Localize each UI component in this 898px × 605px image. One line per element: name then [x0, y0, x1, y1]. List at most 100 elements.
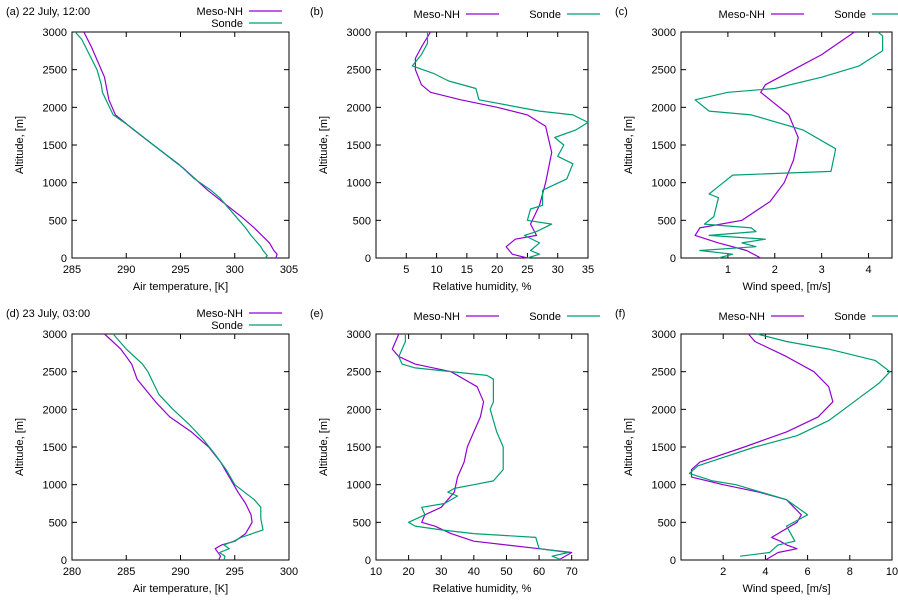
series-line-meso-nh — [83, 31, 278, 259]
x-tick-label: 50 — [500, 566, 512, 578]
plot-frame — [680, 31, 893, 259]
y-tick-label: 2000 — [43, 404, 67, 416]
x-tick-label: 285 — [63, 264, 81, 276]
panel-b — [375, 13, 600, 259]
y-tick-label: 0 — [365, 555, 371, 567]
y-axis-label: Altitude, [m] — [623, 418, 635, 476]
x-tick-label: 35 — [582, 264, 594, 276]
y-tick-label: 500 — [658, 517, 676, 529]
x-tick-label: 60 — [533, 566, 545, 578]
x-axis-label: Air temperature, [K] — [133, 281, 228, 293]
plot-frame — [71, 31, 290, 259]
x-tick-label: 290 — [117, 264, 135, 276]
series-line-meso-nh — [414, 31, 553, 259]
y-tick-label: 500 — [353, 517, 371, 529]
y-tick-label: 500 — [49, 215, 67, 227]
y-tick-label: 1500 — [43, 442, 67, 454]
y-tick-label: 1000 — [347, 178, 371, 190]
x-tick-label: 15 — [461, 264, 473, 276]
panel-label: (f) — [615, 308, 625, 320]
x-tick-label: 1 — [725, 264, 731, 276]
legend-label: Sonde — [834, 9, 866, 21]
y-axis-label: Altitude, [m] — [14, 116, 26, 174]
y-tick-label: 0 — [670, 555, 676, 567]
legend-label: Sonde — [529, 9, 561, 21]
y-axis-label: Altitude, [m] — [318, 418, 330, 476]
y-tick-label: 2500 — [652, 367, 676, 379]
x-tick-label: 20 — [402, 566, 414, 578]
y-tick-label: 1000 — [652, 178, 676, 190]
series-line-meso-nh — [690, 333, 834, 561]
y-tick-label: 1500 — [652, 140, 676, 152]
x-tick-label: 3 — [819, 264, 825, 276]
panel-label: (a) 22 July, 12:00 — [6, 6, 90, 18]
x-tick-label: 290 — [171, 566, 189, 578]
y-tick-label: 3000 — [652, 27, 676, 39]
y-tick-label: 2500 — [652, 65, 676, 77]
panel-f — [680, 315, 898, 561]
legend-label: Meso-NH — [719, 311, 766, 323]
y-tick-label: 500 — [49, 517, 67, 529]
x-tick-label: 70 — [566, 566, 578, 578]
panel-label: (e) — [310, 308, 323, 320]
x-tick-label: 8 — [847, 566, 853, 578]
y-tick-label: 2500 — [43, 367, 67, 379]
plot-frame — [375, 31, 589, 259]
x-tick-label: 10 — [886, 566, 898, 578]
panel-d — [71, 312, 290, 561]
y-tick-label: 2000 — [43, 102, 67, 114]
y-tick-label: 1000 — [347, 480, 371, 492]
x-tick-label: 6 — [805, 566, 811, 578]
y-axis-label: Altitude, [m] — [318, 116, 330, 174]
legend-label: Sonde — [211, 320, 243, 332]
y-tick-label: 2000 — [652, 102, 676, 114]
legend-label: Meso-NH — [414, 311, 461, 323]
x-tick-label: 40 — [468, 566, 480, 578]
y-tick-label: 3000 — [43, 329, 67, 341]
y-tick-label: 500 — [353, 215, 371, 227]
series-line-sonde — [694, 31, 884, 259]
panel-e — [375, 315, 600, 561]
series-line-meso-nh — [104, 333, 253, 561]
legend-label: Sonde — [211, 18, 243, 30]
x-tick-label: 280 — [63, 566, 81, 578]
y-tick-label: 1000 — [43, 480, 67, 492]
plot-frame — [375, 333, 589, 561]
y-tick-label: 500 — [658, 215, 676, 227]
panel-a — [71, 10, 290, 259]
y-tick-label: 1500 — [652, 442, 676, 454]
legend-label: Sonde — [529, 311, 561, 323]
y-tick-label: 3000 — [347, 329, 371, 341]
y-axis-label: Altitude, [m] — [14, 418, 26, 476]
y-tick-label: 0 — [670, 253, 676, 265]
x-tick-label: 30 — [435, 566, 447, 578]
y-tick-label: 0 — [365, 253, 371, 265]
y-tick-label: 2000 — [347, 102, 371, 114]
x-tick-label: 300 — [226, 264, 244, 276]
series-line-meso-nh — [694, 31, 855, 259]
x-tick-label: 2 — [720, 566, 726, 578]
x-tick-label: 4 — [865, 264, 871, 276]
y-tick-label: 2000 — [652, 404, 676, 416]
y-tick-label: 1000 — [43, 178, 67, 190]
panel-label: (c) — [615, 6, 628, 18]
x-tick-label: 20 — [491, 264, 503, 276]
legend-label: Meso-NH — [197, 308, 244, 320]
x-tick-label: 10 — [370, 566, 382, 578]
y-tick-label: 3000 — [652, 329, 676, 341]
x-tick-label: 10 — [430, 264, 442, 276]
x-axis-label: Wind speed, [m/s] — [742, 281, 830, 293]
y-axis-label: Altitude, [m] — [623, 116, 635, 174]
y-tick-label: 1500 — [347, 140, 371, 152]
panel-c — [680, 13, 898, 259]
y-tick-label: 3000 — [43, 27, 67, 39]
y-tick-label: 2500 — [347, 367, 371, 379]
y-tick-label: 0 — [61, 555, 67, 567]
x-tick-label: 295 — [226, 566, 244, 578]
x-tick-label: 25 — [521, 264, 533, 276]
x-axis-label: Relative humidity, % — [433, 281, 532, 293]
x-tick-label: 4 — [762, 566, 768, 578]
series-line-sonde — [398, 334, 570, 561]
legend-label: Meso-NH — [414, 9, 461, 21]
